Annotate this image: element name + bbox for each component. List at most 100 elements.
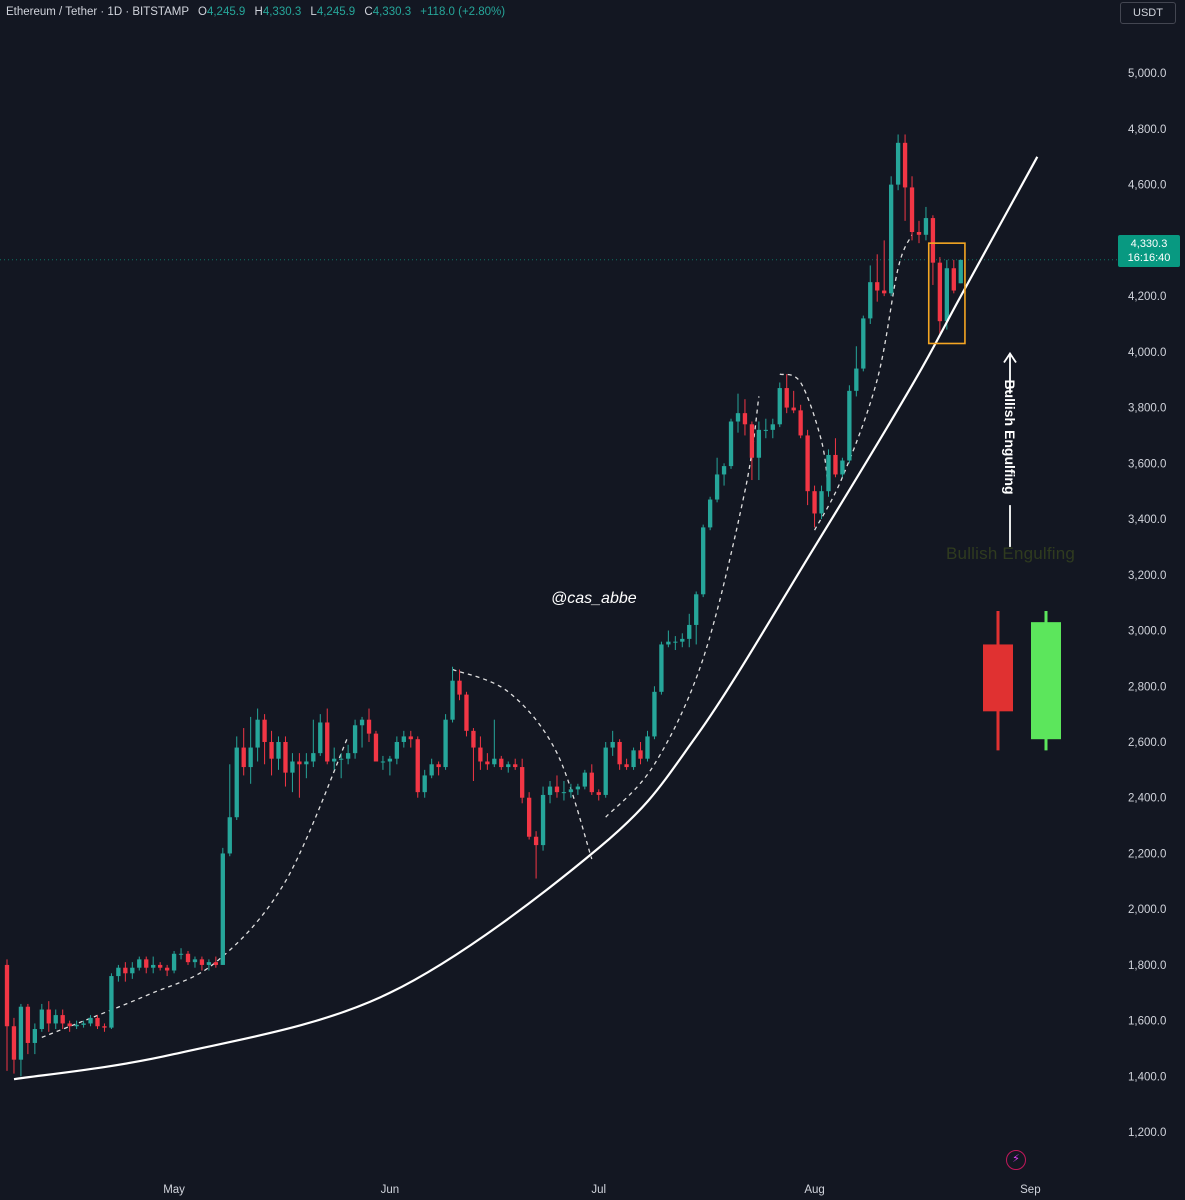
candle-body-up <box>18 1006 24 1060</box>
candle-body-up <box>394 741 400 759</box>
candle-body-up <box>109 976 114 1028</box>
candle-body-down <box>624 764 629 768</box>
symbol-title[interactable]: Ethereum / Tether · 1D · BITSTAMP <box>6 6 189 18</box>
candle-body-down <box>798 410 803 436</box>
open-label: O <box>198 6 207 18</box>
candle-body-up <box>32 1029 38 1043</box>
y-axis-tick-label: 3,600.0 <box>1128 458 1166 470</box>
y-axis-tick-label: 1,600.0 <box>1128 1016 1166 1028</box>
y-axis-tick-label: 3,000.0 <box>1128 626 1166 638</box>
candle-body-down <box>436 764 441 768</box>
candle-body-up <box>304 761 309 765</box>
low-value: 4,245.9 <box>316 6 356 18</box>
highlight-box <box>927 242 966 345</box>
change-value: +118.0 (+2.80%) <box>420 6 506 18</box>
candle-body-up <box>248 747 253 768</box>
last-price-value: 4,330.3 <box>1130 238 1168 250</box>
candle-body-up <box>380 761 386 763</box>
candle-body-down <box>123 967 128 974</box>
candle-body-up <box>770 424 775 430</box>
candle-body-down <box>526 797 532 837</box>
candle-body-up <box>429 764 434 776</box>
candle-body-down <box>283 741 288 773</box>
candle-body-down <box>791 407 796 411</box>
y-axis-tick-label: 2,800.0 <box>1128 681 1166 693</box>
candle-body-up <box>888 184 894 294</box>
candle-body-up <box>178 953 184 955</box>
legend-candle-bearish <box>983 644 1013 712</box>
candle-body-down <box>533 836 539 846</box>
y-axis-tick-label: 4,800.0 <box>1128 124 1166 136</box>
y-axis-tick-label: 2,200.0 <box>1128 848 1166 860</box>
candle-body-up <box>422 775 427 793</box>
candle-body-down <box>749 424 755 458</box>
candle-body-up <box>659 644 664 692</box>
currency-button[interactable]: USDT <box>1120 2 1176 24</box>
candle-body-down <box>937 262 943 322</box>
candle-body-up <box>53 1015 58 1024</box>
candle-body-down <box>812 491 817 514</box>
lightning-icon[interactable]: ⚡ <box>1006 1150 1026 1170</box>
candle-body-down <box>478 747 483 762</box>
candle-body-up <box>777 388 782 425</box>
watermark-handle: @cas_abbe <box>551 590 637 607</box>
y-axis-tick-label: 2,600.0 <box>1128 737 1166 749</box>
candle-body-down <box>325 722 330 762</box>
candle-body-up <box>318 722 323 754</box>
candle-body-up <box>206 962 212 965</box>
candle-body-down <box>408 736 413 740</box>
legend-title: Bullish Engulfing <box>946 544 1076 563</box>
candle-body-down <box>464 694 469 731</box>
candle-body-down <box>95 1017 100 1027</box>
candle-body-up <box>707 499 713 528</box>
candle-body-up <box>311 753 316 762</box>
candle-body-up <box>645 736 650 759</box>
candle-body-up <box>540 794 546 846</box>
high-value: 4,330.3 <box>262 6 302 18</box>
candle-body-up <box>290 761 295 773</box>
candle-body-up <box>603 747 608 795</box>
candle-body-up <box>332 758 337 762</box>
y-axis-tick-label: 4,600.0 <box>1128 180 1166 192</box>
candle-body-down <box>833 454 838 475</box>
y-axis-tick-label: 4,000.0 <box>1128 347 1166 359</box>
candle-body-up <box>192 959 198 963</box>
arrow-head-icon <box>1003 351 1017 363</box>
candle-body-down <box>213 962 219 965</box>
candle-body-down <box>805 435 810 492</box>
candle-body-down <box>199 959 205 965</box>
candle-body-up <box>854 368 859 391</box>
candle-body-down <box>554 786 560 793</box>
candle-body-down <box>269 741 274 759</box>
candle-body-up <box>958 259 963 284</box>
candle-body-down <box>930 218 936 263</box>
candle-body-down <box>262 719 267 742</box>
candle-body-up <box>728 421 734 467</box>
candle-body-up <box>401 736 406 742</box>
candle-body-up <box>701 527 706 595</box>
candle-body-down <box>373 733 379 762</box>
candle-body-down <box>875 282 880 291</box>
candle-body-up <box>39 1009 44 1030</box>
candle-body-up <box>721 466 727 475</box>
candle-body-up <box>151 964 156 968</box>
x-axis-tick-label: May <box>163 1184 185 1196</box>
candle-body-down <box>366 719 372 734</box>
candle-body-up <box>227 817 232 854</box>
candle-body-up <box>735 413 741 422</box>
high-label: H <box>254 6 263 18</box>
candle-body-down <box>60 1015 65 1024</box>
candle-body-down <box>102 1026 107 1028</box>
candle-body-down <box>485 761 490 765</box>
candle-body-up <box>868 282 873 319</box>
candle-body-up <box>339 758 344 760</box>
candle-body-up <box>506 764 511 768</box>
candle-body-up <box>220 853 225 965</box>
candle-body-down <box>241 747 246 768</box>
candle-body-down <box>164 967 170 971</box>
candle-body-down <box>951 268 956 291</box>
y-axis-tick-label: 3,200.0 <box>1128 570 1166 582</box>
candle-body-up <box>575 786 581 790</box>
candle-body-down <box>457 680 462 695</box>
